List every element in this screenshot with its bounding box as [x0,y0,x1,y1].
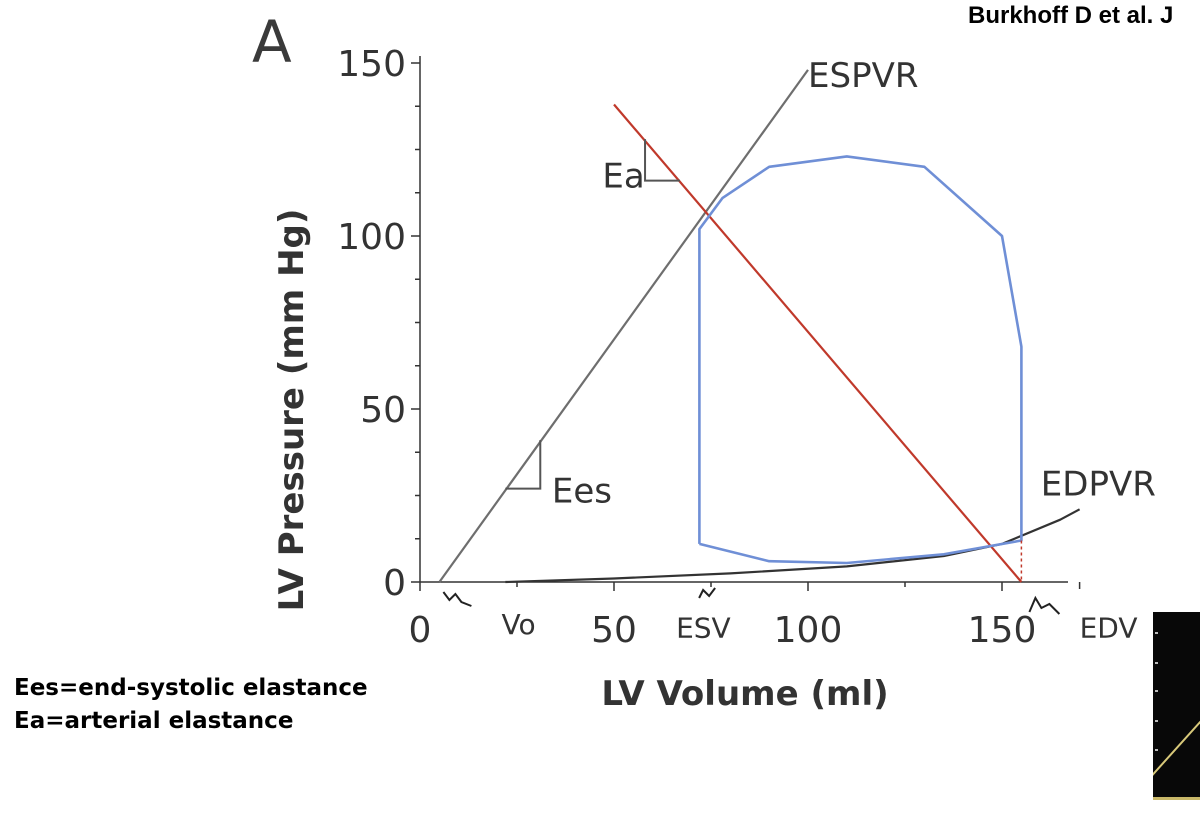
axis-break-markers [442,587,1061,615]
inset-thumbnail [1153,612,1200,800]
y-axis-label: LV Pressure (mm Hg) [272,209,312,612]
esv-marker [698,587,716,599]
inset-dot [1155,662,1158,664]
vo-marker [442,591,472,607]
annotation-espvr: ESPVR [808,56,918,96]
citation: Burkhoff D et al. J [968,2,1174,29]
annotation-edpvr: EDPVR [1041,465,1156,505]
note-ea: Ea=arterial elastance [14,708,294,734]
pv-loop-line [698,155,1023,565]
ea-line [613,103,1023,583]
inset-dot [1155,690,1158,692]
annotations: ESPVR EDPVR Ees Ea Vo ESV EDV [501,56,1155,644]
edpvr-line [505,508,1081,584]
x-tick-label: 100 [774,610,843,651]
slope-triangles [505,139,680,490]
annotation-ea: Ea [602,157,644,197]
annotation-ees: Ees [552,471,612,511]
edv-marker [1028,595,1061,615]
espvr-line [438,69,809,583]
ees-slope-triangle [505,440,542,490]
annotation-vo: Vo [501,608,535,641]
notes: Ees=end-systolic elastance Ea=arterial e… [14,672,368,738]
panel-label: A [252,8,292,76]
annotation-edv: EDV [1080,611,1138,644]
annotation-esv: ESV [676,611,731,644]
x-tick-label: 150 [968,610,1037,651]
y-tick-label: 50 [360,390,406,431]
x-ticks: 0 50 100 150 [409,582,1081,651]
ea-slope-triangle [644,139,680,182]
y-tick-label: 100 [337,217,406,258]
y-ticks: 0 50 100 150 [337,44,420,604]
x-tick-label: 0 [409,610,432,651]
inset-line [1153,720,1200,782]
inset-dot [1155,749,1158,751]
inset-dot [1155,632,1158,634]
series-layer [438,69,1081,584]
inset-dot [1155,720,1158,722]
note-ees: Ees=end-systolic elastance [14,675,368,701]
x-axis-label: LV Volume (ml) [601,674,888,714]
y-tick-label: 0 [383,563,406,604]
inset-base [1153,797,1200,800]
y-tick-label: 150 [337,44,406,85]
x-tick-label: 50 [591,610,637,651]
